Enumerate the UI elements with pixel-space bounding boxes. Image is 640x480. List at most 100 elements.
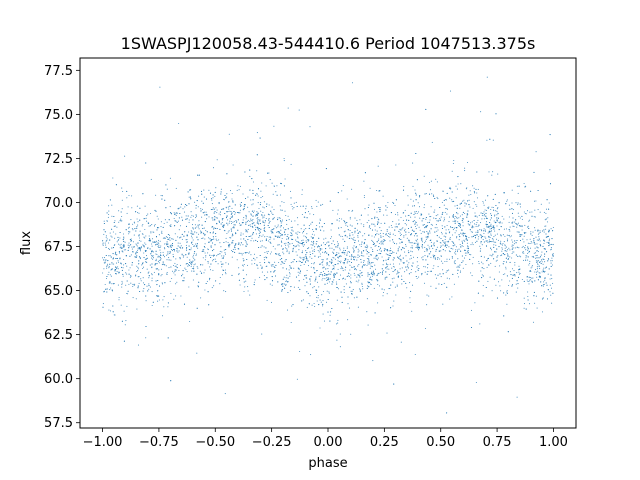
data-point (461, 244, 463, 247)
data-point (459, 244, 461, 246)
data-point (331, 223, 333, 225)
data-point (551, 278, 553, 280)
data-point (263, 201, 265, 203)
data-point (312, 244, 314, 246)
data-point (296, 378, 298, 380)
data-point (465, 238, 467, 240)
data-point (486, 226, 488, 228)
data-point (173, 249, 176, 251)
data-point (420, 214, 422, 217)
data-point (328, 277, 330, 279)
data-point (549, 244, 551, 246)
data-point (222, 263, 224, 265)
data-point (322, 275, 324, 277)
data-point (361, 282, 363, 284)
data-point (291, 242, 293, 244)
data-point (228, 230, 230, 232)
data-point (137, 287, 139, 289)
data-point (289, 273, 291, 275)
data-point (449, 90, 452, 92)
data-point (219, 283, 221, 285)
data-point (319, 246, 321, 248)
data-point (359, 289, 361, 291)
data-point (137, 224, 139, 226)
data-point (273, 209, 275, 211)
data-point (255, 233, 257, 235)
data-point (191, 262, 193, 264)
data-point (309, 278, 311, 280)
data-point (243, 290, 245, 293)
data-point (456, 204, 458, 206)
data-point (481, 235, 483, 238)
data-point (132, 285, 134, 288)
data-point (368, 258, 370, 260)
data-point (231, 216, 233, 218)
data-point (511, 285, 513, 287)
data-point (505, 294, 507, 296)
data-point (259, 254, 261, 257)
data-point (531, 266, 533, 268)
data-point (372, 248, 374, 250)
data-point (535, 273, 538, 275)
data-point (256, 213, 258, 215)
data-point (538, 257, 540, 259)
data-point (405, 245, 407, 247)
data-point (182, 270, 184, 272)
data-point (505, 257, 507, 259)
data-point (113, 221, 115, 224)
data-point (462, 211, 464, 213)
data-point (133, 246, 135, 248)
data-point (158, 244, 160, 246)
data-point (276, 185, 278, 187)
data-point (360, 245, 362, 248)
data-point (123, 340, 125, 342)
data-point (129, 231, 131, 233)
data-point (295, 251, 297, 253)
data-point (326, 290, 328, 292)
data-point (488, 239, 490, 241)
data-point (363, 194, 365, 197)
data-point (106, 275, 108, 278)
data-point (252, 233, 254, 235)
data-point (538, 276, 540, 278)
data-point (521, 215, 523, 217)
data-point (225, 237, 227, 239)
data-point (517, 212, 519, 214)
data-point (489, 138, 491, 140)
data-point (427, 244, 429, 246)
data-point (333, 266, 335, 268)
data-point (242, 233, 244, 235)
data-point (249, 251, 251, 253)
data-point (482, 202, 484, 204)
data-point (388, 288, 390, 290)
data-point (207, 262, 209, 264)
data-point (259, 276, 261, 278)
data-point (268, 172, 270, 174)
data-point (429, 216, 431, 218)
data-point (552, 252, 554, 255)
data-point (338, 227, 340, 229)
data-point (336, 287, 339, 289)
data-point (442, 240, 444, 242)
data-point (362, 261, 365, 264)
data-point (228, 246, 230, 248)
data-point (331, 268, 333, 270)
data-point (223, 198, 225, 200)
data-point (408, 219, 410, 221)
data-point (361, 241, 363, 243)
data-point (156, 295, 158, 297)
data-point (191, 237, 193, 239)
data-point (512, 244, 514, 246)
data-point (394, 229, 396, 231)
data-point (552, 254, 554, 257)
data-point (252, 181, 255, 183)
data-point (451, 257, 453, 259)
data-point (120, 304, 122, 306)
data-point (191, 264, 193, 266)
data-point (330, 236, 333, 238)
data-point (455, 197, 457, 199)
data-point (257, 195, 259, 197)
data-point (259, 219, 261, 221)
data-point (270, 237, 272, 239)
data-point (427, 256, 429, 258)
